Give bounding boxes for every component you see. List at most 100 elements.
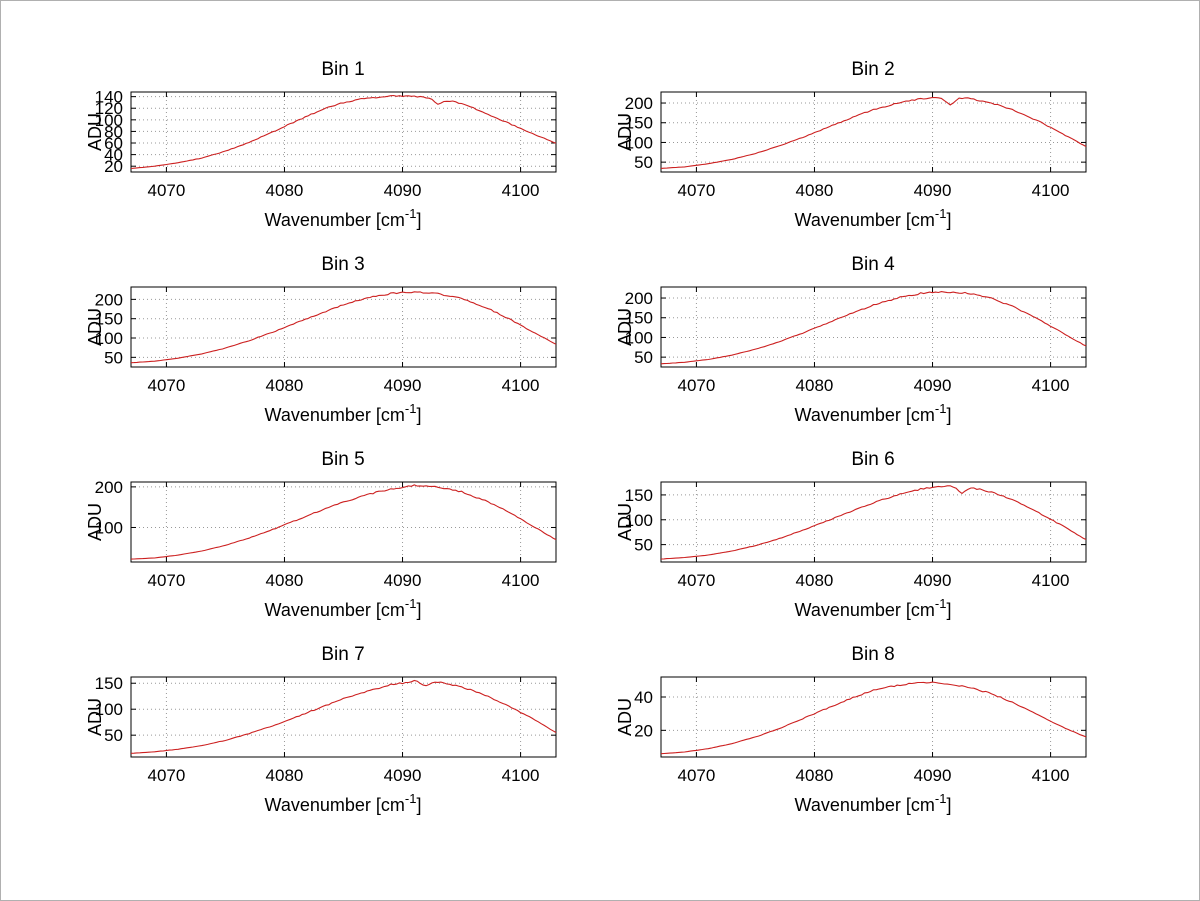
y-axis-label: ADU	[615, 698, 635, 736]
x-tick-label: 4090	[384, 571, 422, 590]
y-tick-label: 200	[95, 290, 123, 309]
y-tick-label: 40	[634, 688, 653, 707]
y-axis-label: ADU	[85, 113, 105, 151]
x-tick-label: 4100	[1032, 766, 1070, 785]
y-tick-label: 150	[95, 310, 123, 329]
x-axis-label: Wavenumber [cm-1]	[265, 596, 422, 620]
y-tick-label: 20	[104, 157, 123, 176]
y-tick-label: 50	[634, 153, 653, 172]
axis-box	[130, 91, 557, 173]
subplot-title: Bin 1	[321, 59, 364, 80]
y-tick-label: 100	[95, 518, 123, 537]
y-tick-label: 20	[634, 721, 653, 740]
y-axis-label: ADU	[615, 308, 635, 346]
x-axis-label: Wavenumber [cm-1]	[795, 206, 952, 230]
y-axis-label: ADU	[615, 503, 635, 541]
subplot-title: Bin 5	[321, 449, 364, 470]
x-tick-label: 4100	[1032, 571, 1070, 590]
y-tick-label: 100	[625, 133, 653, 152]
x-axis-label: Wavenumber [cm-1]	[795, 401, 952, 425]
x-tick-label: 4070	[678, 181, 716, 200]
x-tick-label: 4070	[678, 766, 716, 785]
y-tick-label: 100	[625, 511, 653, 530]
x-tick-label: 4090	[914, 376, 952, 395]
x-axis-label: Wavenumber [cm-1]	[795, 596, 952, 620]
y-axis-label: ADU	[615, 113, 635, 151]
x-tick-label: 4070	[148, 766, 186, 785]
y-axis-label: ADU	[85, 308, 105, 346]
subplot-bin-8: 4070 4080 4090 4100 20 40 Bin 8 ADU Wavenumbe…	[615, 644, 1087, 815]
x-axis-label: Wavenumber [cm-1]	[265, 401, 422, 425]
y-tick-label: 50	[634, 536, 653, 555]
subplot-title: Bin 7	[321, 644, 364, 665]
y-tick-label: 60	[104, 134, 123, 153]
y-tick-label: 140	[95, 88, 123, 107]
subplot-bin-6: 4070 4080 4090 4100 50 100 150 Bin 6 ADU Waven…	[615, 449, 1087, 620]
y-tick-label: 100	[625, 328, 653, 347]
axis-box	[660, 286, 1087, 368]
x-tick-label: 4100	[502, 376, 540, 395]
x-tick-label: 4080	[796, 376, 834, 395]
spectrum-curve	[660, 96, 1087, 169]
axis-box	[660, 481, 1087, 563]
y-axis-label: ADU	[85, 503, 105, 541]
x-tick-label: 4090	[384, 376, 422, 395]
y-tick-label: 40	[104, 146, 123, 165]
plot-area: 4070 4080 4090 4100 100 200	[95, 478, 557, 590]
axis-box	[130, 481, 557, 563]
y-tick-label: 100	[95, 111, 123, 130]
y-tick-label: 50	[104, 726, 123, 745]
x-tick-label: 4090	[914, 181, 952, 200]
x-axis-label: Wavenumber [cm-1]	[265, 791, 422, 815]
x-tick-label: 4080	[796, 766, 834, 785]
x-tick-label: 4090	[914, 571, 952, 590]
spectrum-curve	[660, 291, 1087, 365]
spectrum-curve	[130, 679, 557, 754]
x-tick-label: 4080	[266, 376, 304, 395]
x-tick-label: 4070	[148, 376, 186, 395]
y-tick-label: 150	[95, 674, 123, 693]
spectrum-curve	[130, 291, 557, 364]
axis-box	[660, 676, 1087, 758]
subplot-title: Bin 4	[851, 254, 895, 275]
x-tick-label: 4090	[384, 181, 422, 200]
x-tick-label: 4070	[148, 181, 186, 200]
spectrum-curve	[130, 484, 557, 560]
x-tick-label: 4080	[266, 571, 304, 590]
spectrum-curve	[660, 681, 1087, 755]
y-tick-label: 80	[104, 122, 123, 141]
subplot-bin-7: 4070 4080 4090 4100 50 100 150 Bin 7 ADU Waven…	[85, 644, 557, 815]
axis-box	[660, 91, 1087, 173]
x-tick-label: 4100	[1032, 376, 1070, 395]
x-tick-label: 4100	[502, 181, 540, 200]
y-tick-label: 100	[95, 329, 123, 348]
plot-area: 4070 4080 4090 4100 50 100 150	[625, 481, 1087, 590]
y-tick-label: 200	[625, 94, 653, 113]
x-tick-label: 4070	[148, 571, 186, 590]
y-tick-label: 150	[625, 309, 653, 328]
y-tick-label: 150	[625, 114, 653, 133]
subplot-title: Bin 6	[851, 449, 894, 470]
spectrum-curve	[660, 485, 1087, 560]
axis-box	[130, 676, 557, 758]
subplot-title: Bin 3	[321, 254, 364, 275]
y-axis-label: ADU	[85, 698, 105, 736]
x-tick-label: 4080	[266, 181, 304, 200]
subplot-title: Bin 8	[851, 644, 894, 665]
spectrum-curve	[130, 94, 557, 170]
subplot-title: Bin 2	[851, 59, 894, 80]
y-tick-label: 120	[95, 99, 123, 118]
plot-area: 4070 4080 4090 4100 20 40	[634, 676, 1087, 785]
x-tick-label: 4100	[502, 571, 540, 590]
x-tick-label: 4070	[678, 571, 716, 590]
x-tick-label: 4080	[796, 571, 834, 590]
subplot-bin-5: 4070 4080 4090 4100 100 200 Bin 5 ADU Wavenum…	[85, 449, 557, 620]
